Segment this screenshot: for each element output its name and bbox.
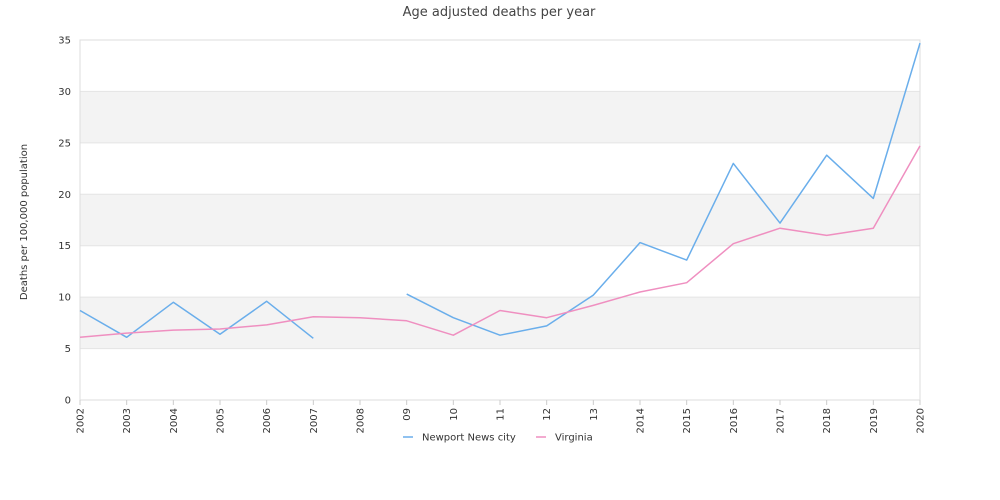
- x-tick-label: 2016: [729, 408, 740, 433]
- legend-label: Newport News city: [422, 433, 516, 444]
- y-tick-label: 35: [58, 36, 71, 47]
- x-tick-label: 2007: [309, 408, 320, 433]
- x-tick-label: 2002: [76, 408, 87, 433]
- x-tick-label: 13: [589, 408, 600, 421]
- series-line: [79, 145, 921, 339]
- y-tick-label: 5: [65, 344, 71, 355]
- x-axis-ticks: 2002 2003 2004 2005 2006 2007 2008 09 10 11 12 13 20…: [76, 400, 927, 433]
- x-tick-label: 2019: [869, 408, 880, 433]
- x-tick-label: 2017: [776, 408, 787, 433]
- legend-item: Newport News city: [403, 433, 516, 444]
- y-tick-label: 30: [58, 87, 71, 98]
- x-tick-label: 2015: [682, 408, 693, 433]
- x-tick-label: 2018: [822, 408, 833, 433]
- series-segment: [406, 42, 921, 336]
- grid-band: [80, 194, 920, 246]
- legend: Newport News city Virginia: [403, 433, 593, 444]
- y-tick-label: 15: [58, 241, 71, 252]
- x-tick-label: 2006: [262, 408, 273, 433]
- x-tick-label: 2020: [916, 408, 927, 433]
- x-tick-label: 2014: [636, 408, 647, 433]
- y-axis-ticks: 0 5 10 15 20 25 30 35: [58, 36, 71, 407]
- y-tick-label: 0: [65, 396, 71, 407]
- x-tick-label: 2004: [169, 408, 180, 433]
- y-tick-label: 20: [58, 190, 71, 201]
- legend-label: Virginia: [555, 433, 593, 444]
- x-tick-label: 2003: [122, 408, 133, 433]
- legend-item: Virginia: [536, 433, 593, 444]
- y-axis-label: Deaths per 100,000 population: [19, 144, 30, 300]
- series-lines: [79, 42, 921, 339]
- x-tick-label: 2008: [356, 408, 367, 433]
- chart-title: Age adjusted deaths per year: [403, 5, 596, 20]
- x-tick-label: 12: [542, 408, 553, 421]
- x-tick-label: 09: [402, 408, 413, 421]
- series-segment: [79, 145, 921, 339]
- grid-band: [80, 91, 920, 143]
- x-tick-label: 11: [496, 408, 507, 421]
- grid-bands: [80, 91, 920, 349]
- x-tick-label: 2005: [216, 408, 227, 433]
- y-tick-label: 10: [58, 293, 71, 304]
- grid-band: [80, 297, 920, 349]
- series-segment: [79, 300, 314, 339]
- x-tick-label: 10: [449, 408, 460, 421]
- series-line: [79, 42, 921, 339]
- y-tick-label: 25: [58, 138, 71, 149]
